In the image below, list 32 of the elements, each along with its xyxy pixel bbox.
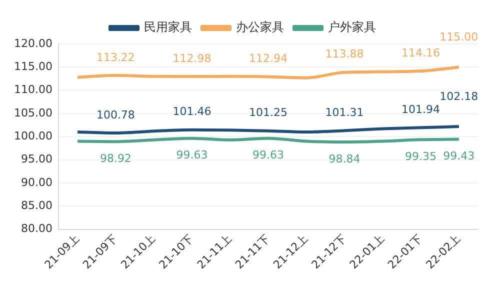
y-tick-label: 120.00 bbox=[14, 36, 52, 50]
data-label: 112.94 bbox=[248, 52, 288, 66]
y-tick-label: 80.00 bbox=[20, 222, 52, 236]
data-label: 101.94 bbox=[402, 103, 440, 116]
legend-label: 民用家具 bbox=[144, 20, 192, 34]
data-label: 99.63 bbox=[176, 148, 208, 162]
line-series bbox=[76, 125, 460, 135]
data-label: 114.16 bbox=[402, 46, 440, 60]
y-tick-label: 100.00 bbox=[14, 130, 52, 143]
y-tick-label: 95.00 bbox=[20, 152, 52, 166]
data-label: 102.18 bbox=[440, 90, 478, 103]
y-tick-label: 85.00 bbox=[20, 198, 52, 212]
data-label: 99.43 bbox=[443, 150, 475, 163]
legend-label: 户外家具 bbox=[328, 20, 376, 34]
data-label: 113.88 bbox=[325, 48, 364, 61]
data-label: 99.35 bbox=[405, 150, 437, 164]
data-label: 99.63 bbox=[252, 148, 284, 162]
legend-label: 办公家具 bbox=[236, 20, 284, 34]
y-tick-label: 90.00 bbox=[20, 176, 52, 189]
data-label: 98.92 bbox=[100, 152, 132, 166]
data-label: 115.00 bbox=[440, 30, 478, 44]
data-label: 98.84 bbox=[328, 152, 360, 166]
data-label: 101.31 bbox=[325, 106, 364, 119]
y-tick-label: 105.00 bbox=[14, 106, 52, 120]
data-label: 100.78 bbox=[96, 108, 135, 122]
line-series bbox=[76, 66, 460, 80]
y-tick-label: 115.00 bbox=[14, 60, 52, 74]
data-label: 101.25 bbox=[248, 106, 288, 120]
data-label: 113.22 bbox=[96, 50, 135, 64]
y-tick-label: 110.00 bbox=[14, 83, 52, 96]
data-label: 112.98 bbox=[172, 52, 212, 65]
data-label: 101.46 bbox=[172, 105, 212, 118]
